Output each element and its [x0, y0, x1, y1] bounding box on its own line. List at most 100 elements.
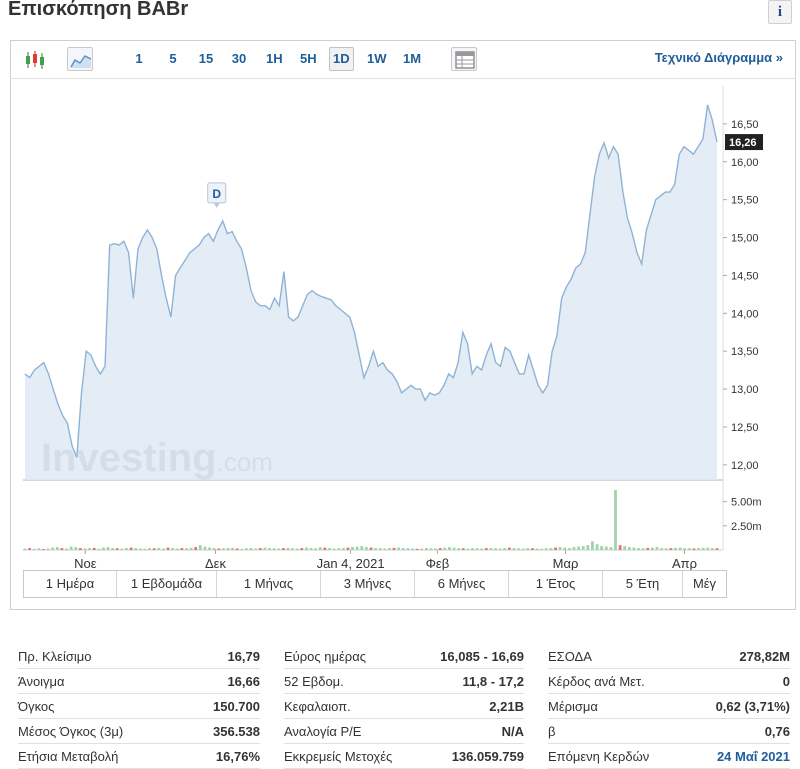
- volume-bar: [111, 548, 115, 550]
- volume-bar: [300, 548, 304, 550]
- volume-bar: [46, 548, 50, 550]
- volume-bar: [180, 548, 184, 550]
- chart-toolbar: 1 5 15 30 1H 5H 1D 1W 1M Τεχνικό Διάγραμμα »: [11, 41, 795, 79]
- stat-label: Άνοιγμα: [18, 674, 65, 689]
- volume-bar: [563, 547, 567, 550]
- period-5[interactable]: 5: [169, 51, 177, 66]
- volume-bar: [83, 548, 87, 550]
- volume-bar: [295, 548, 299, 550]
- stat-row: Μέρισμα 0,62 (3,71%): [548, 694, 790, 719]
- period-1h[interactable]: 1H: [266, 51, 283, 66]
- volume-bar: [120, 548, 124, 550]
- volume-bar: [706, 547, 710, 550]
- volume-bar: [74, 547, 78, 550]
- volume-bar: [328, 548, 331, 550]
- stat-value: 0: [782, 674, 790, 689]
- volume-bar: [627, 547, 631, 550]
- volume-bar: [198, 545, 202, 550]
- range-tab[interactable]: 5 Έτη: [603, 571, 683, 597]
- range-tab[interactable]: 6 Μήνες: [415, 571, 509, 597]
- volume-bar: [42, 549, 45, 551]
- y-tick-label: 15,00: [731, 233, 759, 245]
- volume-bar: [240, 548, 244, 550]
- stat-row: Εκκρεμείς Μετοχές 136.059.759: [284, 744, 524, 769]
- stat-value: 11,8 - 17,2: [462, 674, 524, 689]
- range-tab[interactable]: 3 Μήνες: [321, 571, 415, 597]
- volume-bar: [258, 548, 262, 550]
- table-icon[interactable]: [451, 47, 477, 71]
- stat-value: 16,76%: [215, 749, 260, 764]
- volume-bar: [604, 546, 608, 550]
- stat-row: Πρ. Κλείσιμο 16,79: [18, 644, 260, 669]
- last-price-tag: [725, 134, 763, 151]
- stat-value: 0,62 (3,71%): [715, 699, 790, 714]
- volume-bar: [69, 546, 73, 550]
- y-tick-label: 12,50: [731, 422, 759, 434]
- volume-bar: [687, 548, 691, 550]
- volume-bar: [286, 547, 290, 550]
- volume-bar: [162, 548, 165, 550]
- stat-label: ΕΣΟΔΑ: [548, 649, 592, 664]
- volume-bar: [434, 548, 437, 550]
- volume-bar: [448, 547, 451, 550]
- period-30[interactable]: 30: [231, 51, 247, 66]
- range-tab[interactable]: 1 Ημέρα: [24, 571, 117, 597]
- volume-bar: [305, 547, 308, 550]
- volume-bar: [337, 548, 341, 550]
- volume-bar: [678, 547, 682, 550]
- volume-bar: [129, 547, 133, 550]
- x-tick-label: Φεβ: [426, 556, 450, 570]
- volume-bar: [277, 548, 281, 550]
- x-tick-label: Νοε: [74, 556, 97, 570]
- period-1m[interactable]: 1M: [403, 51, 422, 66]
- stat-row: Αναλογία P/E N/A: [284, 719, 524, 744]
- volume-tick-label: 5.00m: [731, 497, 762, 509]
- next-earnings-link[interactable]: 24 Μαΐ 2021: [716, 749, 790, 764]
- volume-bar: [466, 548, 470, 550]
- stat-label: Αναλογία P/E: [284, 724, 362, 739]
- stat-label: Εκκρεμείς Μετοχές: [284, 749, 393, 764]
- volume-bar: [577, 546, 580, 550]
- candlestick-chart-icon[interactable]: [21, 47, 47, 71]
- technical-chart-link[interactable]: Τεχνικό Διάγραμμα »: [654, 50, 783, 65]
- volume-bar: [309, 548, 313, 550]
- volume-bar: [263, 547, 267, 550]
- period-5h[interactable]: 5H: [300, 51, 317, 66]
- volume-bar: [360, 546, 364, 550]
- volume-bar: [92, 547, 96, 550]
- volume-bar: [531, 548, 534, 550]
- stat-value: 2,21B: [489, 699, 524, 714]
- period-1d[interactable]: 1D: [329, 47, 354, 71]
- x-tick-label: Jan 4, 2021: [317, 556, 385, 570]
- stat-value: 150.700: [213, 699, 260, 714]
- period-1w[interactable]: 1W: [367, 51, 387, 66]
- x-tick-label: Δεκ: [205, 556, 226, 570]
- volume-bar: [157, 547, 161, 550]
- period-1[interactable]: 1: [135, 51, 143, 66]
- volume-bar: [475, 548, 479, 550]
- volume-bar: [664, 548, 668, 550]
- volume-bar: [429, 548, 433, 550]
- stat-value: 0,76: [764, 724, 790, 739]
- volume-bar: [494, 548, 497, 550]
- stat-row: ΕΣΟΔΑ 278,82M: [548, 644, 790, 669]
- range-tab[interactable]: 1 Έτος: [509, 571, 603, 597]
- volume-bar: [609, 547, 613, 550]
- volume-bar: [143, 548, 147, 550]
- volume-bar: [401, 548, 405, 550]
- volume-bar: [540, 548, 544, 550]
- price-chart[interactable]: Investing.comD16,5016,0015,5015,0014,501…: [11, 80, 795, 570]
- area-chart-icon[interactable]: [67, 47, 93, 71]
- range-tab[interactable]: 1 Εβδομάδα: [117, 571, 217, 597]
- dividend-marker-label: D: [212, 187, 221, 201]
- volume-bar: [203, 546, 207, 550]
- volume-bar: [23, 548, 27, 550]
- volume-bar: [268, 548, 271, 550]
- stat-value: 16,085 - 16,69: [440, 649, 524, 664]
- volume-bar: [674, 547, 677, 550]
- range-tab[interactable]: Μέγ: [692, 576, 717, 591]
- range-tab[interactable]: 1 Μήνας: [217, 571, 321, 597]
- period-15[interactable]: 15: [198, 51, 214, 66]
- info-icon[interactable]: i: [768, 0, 792, 24]
